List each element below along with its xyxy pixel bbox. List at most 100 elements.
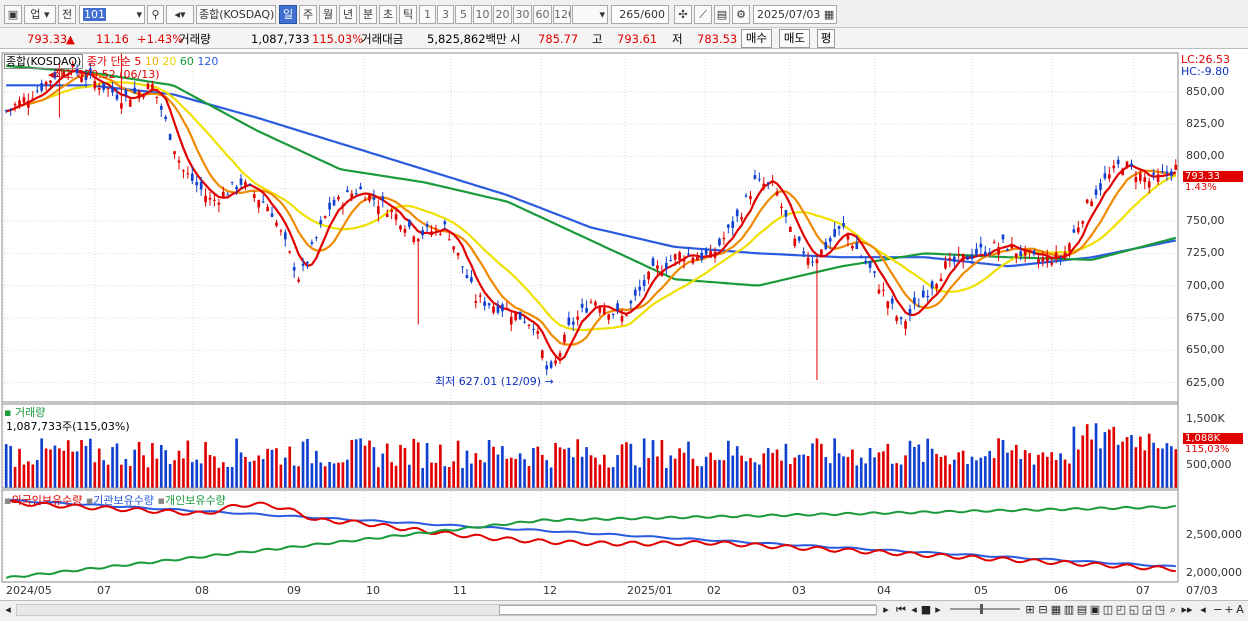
play-icon[interactable]: ▸ (935, 603, 941, 616)
scroll-back-icon[interactable]: ◂ (1200, 603, 1206, 616)
horizontal-scrollbar[interactable] (16, 604, 877, 616)
volume-bar (514, 458, 518, 488)
interval-30-button[interactable]: 30 (513, 5, 532, 24)
tool-icon-9[interactable]: ◱ (1128, 603, 1140, 616)
interval-3-button[interactable]: 3 (437, 5, 454, 24)
scroll-left-icon[interactable]: ◂ (5, 603, 11, 616)
volume-bar (1032, 464, 1036, 488)
crosshair-icon[interactable]: ✣ (674, 5, 692, 24)
volume-bar (1085, 424, 1089, 488)
volume-bar (585, 447, 588, 488)
volume-bar (421, 467, 424, 488)
volume-bar (775, 449, 779, 488)
candle-body (363, 199, 367, 201)
tool-icon-1[interactable]: ⊞ (1025, 603, 1035, 616)
volume-bar (651, 440, 655, 488)
volume-bar (811, 443, 814, 488)
tool-icon-5[interactable]: ▤ (1076, 603, 1088, 616)
count-field[interactable]: 265/600 (611, 5, 669, 24)
period-tick-tab[interactable]: 틱 (399, 5, 417, 24)
custom-interval-select[interactable]: ▾ (572, 5, 608, 24)
x-axis-label: 10 (366, 584, 380, 597)
volume-bar (1143, 450, 1147, 488)
candle-body (691, 257, 695, 264)
volume-bar (1125, 437, 1129, 488)
candle-body (1094, 189, 1098, 195)
x-axis-label: 12 (543, 584, 557, 597)
code-input[interactable]: 101 ▾ (79, 5, 145, 24)
candle-body (461, 266, 464, 268)
volume-bar (1041, 452, 1045, 488)
tool-icon-6[interactable]: ▣ (1089, 603, 1101, 616)
prev-icon[interactable]: ◂ (911, 603, 917, 616)
period-day-tab[interactable]: 일 (279, 5, 297, 24)
eval-button[interactable]: 평 (817, 29, 835, 48)
candle-body (310, 242, 314, 244)
candle-body (465, 274, 469, 279)
zoom-out-icon[interactable]: − (1213, 603, 1223, 616)
volume-bar (740, 455, 743, 488)
period-year-tab[interactable]: 년 (339, 5, 357, 24)
volume-bar (381, 453, 385, 488)
volume-readout: 1,087,733주(115,03%) (6, 420, 130, 433)
candle-body (1063, 252, 1067, 259)
interval-10-button[interactable]: 10 (473, 5, 492, 24)
period-second-tab[interactable]: 초 (379, 5, 397, 24)
interval-5-button[interactable]: 5 (455, 5, 472, 24)
volume-bar (580, 456, 584, 488)
draw-line-icon[interactable]: ⟋ (694, 5, 712, 24)
category-button[interactable]: 전 (58, 5, 76, 24)
stock-chart[interactable] (0, 49, 1248, 600)
period-minute-tab[interactable]: 분 (359, 5, 377, 24)
save-icon[interactable]: ▤ (714, 5, 730, 24)
candle-body (190, 173, 194, 181)
tool-icon-10[interactable]: ◲ (1141, 603, 1153, 616)
gear-icon[interactable]: ⚙ (732, 5, 750, 24)
tool-icon-2[interactable]: ⊟ (1038, 603, 1048, 616)
date-field[interactable]: 2025/07/03 ▦ (753, 5, 837, 24)
zoom-slider-handle[interactable] (980, 604, 983, 614)
market-select[interactable]: 업 ▾ (24, 5, 56, 24)
scroll-right-icon[interactable]: ▸ (883, 603, 889, 616)
volume-bar (22, 464, 26, 488)
zoom-slider[interactable] (950, 604, 1020, 614)
index-name-field[interactable]: 종합(KOSDAQ) (196, 5, 276, 24)
interval-20-button[interactable]: 20 (493, 5, 512, 24)
period-week-tab[interactable]: 주 (299, 5, 317, 24)
sell-button[interactable]: 매도 (779, 29, 810, 48)
candle-body (1170, 171, 1173, 176)
speaker-icon[interactable]: ◂▾ (166, 5, 194, 24)
tool-icon-7[interactable]: ◫ (1102, 603, 1114, 616)
candle-body (660, 271, 664, 276)
candle-body (536, 330, 540, 334)
interval-1-button[interactable]: 1 (419, 5, 436, 24)
tool-icon-11[interactable]: ◳ (1154, 603, 1166, 616)
search-icon[interactable]: ⚲ (147, 5, 164, 24)
volume-bar (297, 466, 300, 488)
interval-60-button[interactable]: 60 (533, 5, 552, 24)
volume-bar (948, 464, 952, 488)
volume-bar (558, 447, 562, 488)
tool-icon-12[interactable]: ⌕ (1169, 603, 1177, 616)
scroll-end-icon[interactable]: ▸▸ (1181, 603, 1193, 616)
volume-bar (664, 467, 668, 488)
tool-icon-3[interactable]: ▦ (1050, 603, 1062, 616)
volume-bar (306, 438, 309, 488)
candle-body (44, 81, 48, 85)
zoom-in-icon[interactable]: + (1224, 603, 1234, 616)
period-month-tab[interactable]: 월 (319, 5, 337, 24)
candle-body (824, 241, 828, 250)
volume-bar (399, 444, 402, 488)
tool-icon-4[interactable]: ▥ (1063, 603, 1075, 616)
stop-icon[interactable]: ■ (920, 603, 932, 616)
calendar-icon: ▦ (823, 8, 835, 21)
volume-bar (124, 458, 128, 488)
text-size-icon[interactable]: A (1236, 603, 1244, 616)
candle-body (474, 301, 478, 303)
first-icon[interactable]: ⏮ (896, 603, 906, 616)
window-menu-icon[interactable]: ▣ (4, 5, 22, 24)
scrollbar-thumb[interactable] (499, 605, 877, 615)
tool-icon-8[interactable]: ◰ (1115, 603, 1127, 616)
buy-button[interactable]: 매수 (741, 29, 772, 48)
interval-120-button[interactable]: 120 (553, 5, 571, 24)
